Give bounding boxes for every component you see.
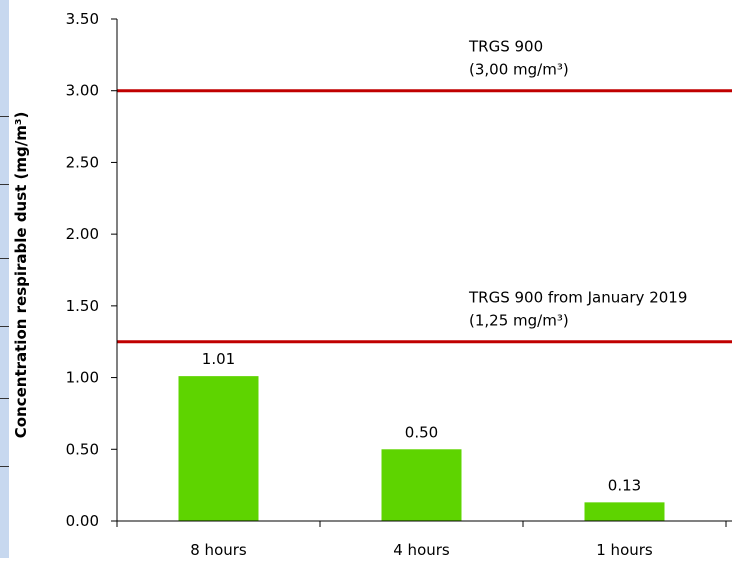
bar-0 — [178, 376, 259, 521]
strip-tick — [0, 116, 9, 117]
labels-layer: 1.01 8 hours 0.50 4 hours 0.13 1 hours TRGS 90… — [66, 10, 688, 559]
strip-tick — [0, 184, 9, 185]
x-tick-label: 1 hours — [596, 541, 653, 558]
y-tick-label: 0.00 — [66, 512, 99, 530]
axes-layer — [111, 18, 732, 527]
x-tick-label: 8 hours — [190, 541, 247, 558]
bars-layer — [178, 376, 665, 521]
strip-tick — [0, 466, 9, 467]
reference-line-value: (1,25 mg/m³) — [469, 312, 569, 330]
strip-tick — [0, 258, 9, 259]
x-tick-label: 4 hours — [393, 541, 450, 558]
reference-line-label: TRGS 900 — [468, 38, 543, 56]
y-tick-label: 3.50 — [66, 10, 99, 28]
left-edge-strip — [0, 0, 9, 558]
data-label: 0.13 — [608, 476, 641, 494]
strip-tick — [0, 398, 9, 399]
y-tick-label: 0.50 — [66, 440, 99, 458]
reference-line-label: TRGS 900 from January 2019 — [468, 289, 687, 307]
strip-tick — [0, 326, 9, 327]
data-label: 1.01 — [202, 350, 235, 368]
y-axis-title: Concentration respirable dust (mg/m³) — [12, 112, 30, 439]
reference-line-value: (3,00 mg/m³) — [469, 61, 569, 79]
y-tick-label: 1.00 — [66, 369, 99, 387]
y-tick-label: 1.50 — [66, 297, 99, 315]
y-tick-label: 2.00 — [66, 225, 99, 243]
bar-2 — [584, 502, 665, 521]
y-tick-label: 2.50 — [66, 153, 99, 171]
y-tick-label: 3.00 — [66, 82, 99, 100]
bar-1 — [381, 449, 462, 521]
data-label: 0.50 — [405, 423, 438, 441]
reference-lines-layer — [117, 89, 732, 344]
